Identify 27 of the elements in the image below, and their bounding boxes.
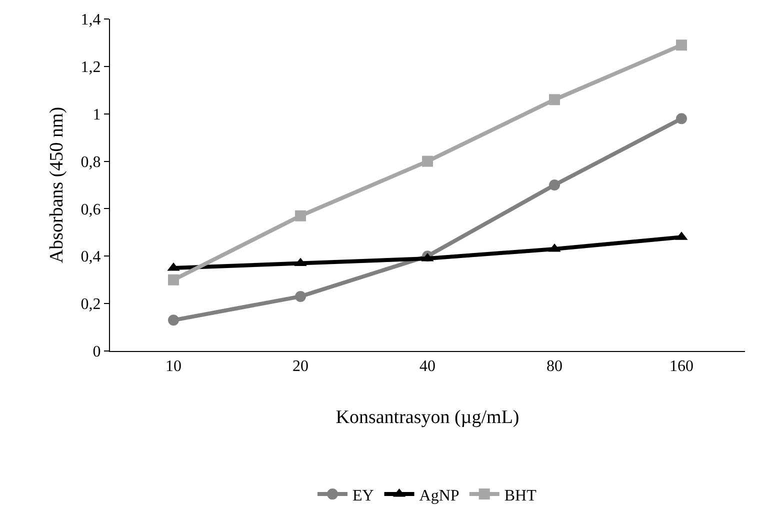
x-tick-label: 20 xyxy=(292,358,308,376)
y-tick-label: 0,4 xyxy=(80,248,101,266)
y-tick-label: 1,4 xyxy=(80,12,101,29)
x-tick-label: 160 xyxy=(670,358,694,376)
y-tick-label: 1 xyxy=(92,106,101,124)
point xyxy=(295,290,306,302)
x-axis-title: Konsantrasyon (µg/mL) xyxy=(336,407,520,428)
y-tick-label: 0,2 xyxy=(80,296,101,314)
y-tick-label: 0,8 xyxy=(80,154,101,171)
x-tick-label: 40 xyxy=(420,358,436,376)
x-tick-label: 80 xyxy=(546,358,562,376)
point xyxy=(422,156,433,167)
legend-label: EY xyxy=(352,487,374,504)
point xyxy=(676,113,687,124)
y-tick-label: 1,2 xyxy=(80,59,101,76)
legend-label: BHT xyxy=(504,487,537,504)
point xyxy=(676,40,687,51)
legend-label: AgNP xyxy=(419,487,460,504)
y-tick-label: 0,6 xyxy=(80,201,101,218)
y-tick-label: 0 xyxy=(92,344,101,361)
point xyxy=(549,180,560,190)
y-axis-title: Absorbans (450 nm) xyxy=(46,106,68,264)
point xyxy=(549,94,560,106)
point xyxy=(168,274,179,286)
point xyxy=(168,314,179,326)
x-tick-label: 10 xyxy=(166,358,182,376)
point xyxy=(295,210,306,222)
